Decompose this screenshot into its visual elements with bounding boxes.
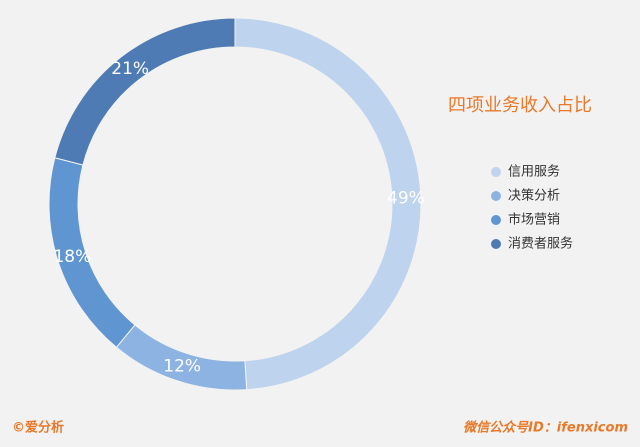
legend-label: 决策分析: [508, 188, 560, 204]
legend-marker: [491, 191, 501, 201]
footer-right: 微信公众号ID：ifenxicom: [463, 420, 628, 436]
data-label: 18%: [53, 247, 91, 267]
legend-marker: [491, 167, 501, 177]
donut-segment: [234, 17, 422, 391]
data-label: 49%: [387, 189, 425, 209]
footer-left: ©爱分析: [12, 420, 64, 436]
legend-label: 市场营销: [508, 212, 560, 228]
data-label: 12%: [163, 357, 201, 377]
donut-segment: [54, 17, 236, 166]
legend-label: 消费者服务: [508, 236, 573, 252]
legend-label: 信用服务: [508, 164, 560, 180]
legend-marker: [491, 239, 501, 249]
legend-marker: [491, 215, 501, 225]
data-label: 21%: [111, 59, 149, 79]
chart-title: 四项业务收入占比: [448, 95, 592, 116]
